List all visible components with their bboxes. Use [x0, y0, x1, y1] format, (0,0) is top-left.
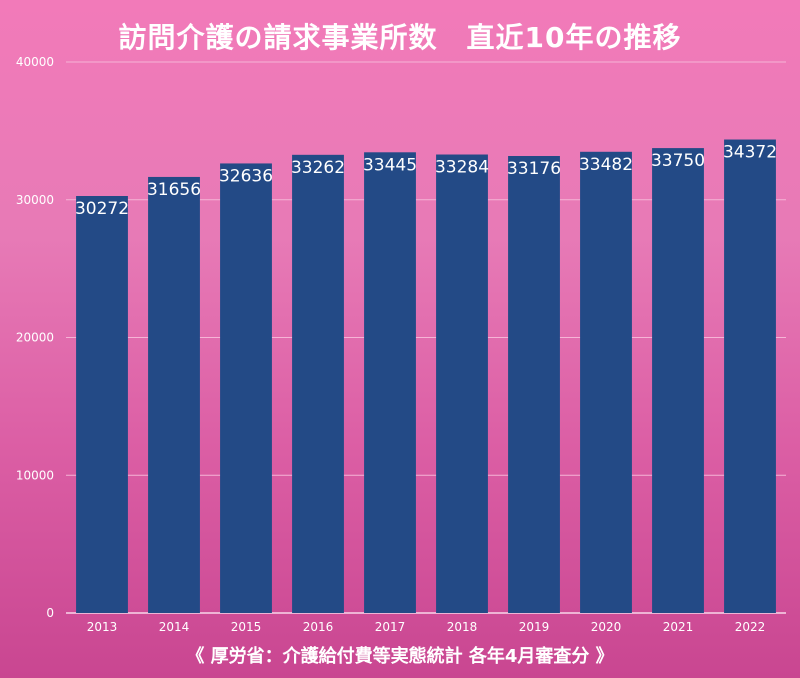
data-label-2013: 30272 — [75, 199, 129, 219]
bar-2020 — [580, 151, 632, 613]
x-tick-label-2018: 2018 — [447, 620, 478, 634]
data-label-2018: 33284 — [435, 158, 489, 178]
y-tick-label: 0 — [46, 606, 54, 620]
data-label-2014: 31656 — [147, 180, 201, 200]
x-tick-label-2021: 2021 — [663, 620, 694, 634]
data-label-2016: 33262 — [291, 158, 345, 178]
bar-2015 — [220, 163, 272, 614]
source-note: 《 厚労省：介護給付費等実態統計 各年4月審査分 》 — [186, 646, 614, 667]
bar-2019 — [508, 156, 560, 613]
y-tick-label: 30000 — [16, 193, 54, 207]
x-tick-label-2013: 2013 — [87, 620, 118, 634]
bar-2017 — [364, 152, 416, 614]
x-tick-label-2022: 2022 — [735, 620, 766, 634]
data-label-2020: 33482 — [579, 155, 633, 175]
bar-2021 — [652, 148, 704, 613]
data-label-2017: 33445 — [363, 155, 417, 175]
chart-title: 訪問介護の請求事業所数 直近10年の推移 — [118, 21, 682, 54]
data-label-2022: 34372 — [723, 143, 777, 163]
data-label-2019: 33176 — [507, 159, 561, 179]
x-tick-label-2019: 2019 — [519, 620, 550, 634]
x-tick-label-2016: 2016 — [303, 620, 334, 634]
x-tick-label-2014: 2014 — [159, 620, 190, 634]
data-label-2015: 32636 — [219, 166, 273, 186]
bar-2018 — [436, 154, 488, 614]
y-tick-label: 20000 — [16, 331, 54, 345]
bar-2014 — [148, 176, 200, 613]
bar-2016 — [292, 154, 344, 613]
bar-2022 — [724, 139, 776, 613]
data-label-2021: 33750 — [651, 151, 705, 171]
bar-2013 — [76, 196, 128, 613]
y-tick-label: 40000 — [16, 55, 54, 69]
y-tick-label: 10000 — [16, 468, 54, 482]
x-tick-label-2017: 2017 — [375, 620, 406, 634]
x-tick-label-2015: 2015 — [231, 620, 262, 634]
x-tick-label-2020: 2020 — [591, 620, 622, 634]
